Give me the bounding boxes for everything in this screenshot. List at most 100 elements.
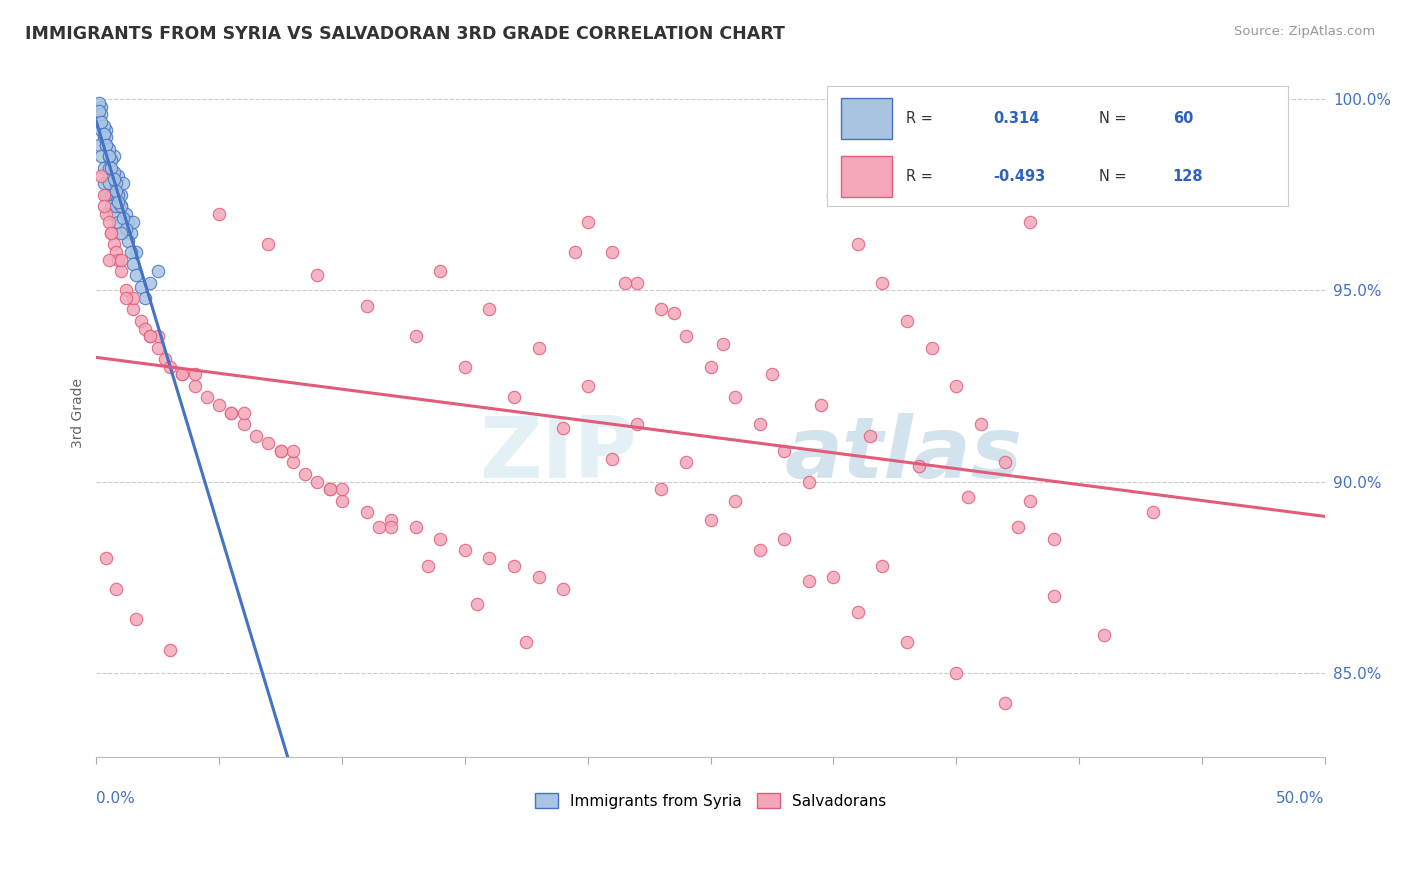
Point (146, 329, 169, 343)
Point (823, 570, 845, 584)
Point (103, 165, 125, 179)
Point (107, 195, 129, 210)
Point (675, 455, 697, 469)
Point (711, 337, 734, 351)
Point (553, 582, 575, 596)
Point (139, 329, 162, 343)
Point (662, 306, 685, 320)
Point (107, 169, 129, 183)
Point (356, 299, 378, 313)
Point (454, 359, 477, 374)
Point (96, 138, 118, 153)
Point (120, 226, 142, 240)
Point (129, 314, 152, 328)
Point (1007, 520, 1029, 534)
Point (96, 187, 118, 202)
Point (122, 291, 145, 305)
Point (232, 417, 254, 432)
Point (1018, 493, 1040, 508)
Point (110, 252, 132, 267)
Point (270, 444, 292, 458)
Point (232, 406, 254, 420)
Point (97, 214, 120, 228)
Point (600, 451, 623, 466)
Point (105, 176, 128, 190)
Point (503, 391, 526, 405)
Point (93, 176, 115, 190)
Point (110, 226, 132, 240)
Point (994, 697, 1017, 711)
Point (195, 391, 218, 405)
Point (319, 482, 342, 496)
Point (945, 665, 967, 680)
Point (114, 222, 136, 236)
Point (724, 391, 747, 405)
Point (107, 187, 129, 202)
Point (576, 379, 599, 393)
Point (221, 406, 243, 420)
Point (100, 161, 122, 175)
Point (134, 291, 156, 305)
Point (93, 130, 115, 145)
Point (970, 417, 993, 432)
Point (773, 532, 796, 546)
Point (380, 513, 402, 527)
Point (122, 302, 145, 317)
Point (773, 444, 796, 458)
Point (576, 214, 599, 228)
Point (478, 551, 501, 566)
Point (172, 368, 194, 382)
Text: 50.0%: 50.0% (1277, 791, 1324, 806)
Point (105, 245, 128, 260)
Point (503, 558, 526, 573)
Point (103, 237, 125, 252)
Text: atlas: atlas (785, 412, 1022, 496)
Point (478, 302, 501, 317)
Point (159, 643, 181, 657)
Point (281, 444, 304, 458)
Point (96, 551, 118, 566)
Point (970, 176, 993, 190)
Point (93, 127, 115, 141)
Point (97, 149, 120, 163)
Point (97, 142, 120, 156)
Point (367, 520, 389, 534)
Point (307, 475, 329, 489)
Point (90, 122, 112, 136)
Point (107, 214, 129, 228)
Point (281, 455, 304, 469)
Point (93, 199, 115, 213)
Y-axis label: 3rd Grade: 3rd Grade (72, 377, 86, 448)
Point (1043, 532, 1066, 546)
Point (103, 149, 125, 163)
Point (103, 172, 125, 186)
Point (100, 153, 122, 168)
Point (859, 428, 882, 442)
Legend: Immigrants from Syria, Salvadorans: Immigrants from Syria, Salvadorans (529, 787, 893, 814)
Point (105, 199, 128, 213)
Point (553, 421, 575, 435)
Point (90, 107, 112, 121)
Point (97, 252, 120, 267)
Point (748, 543, 770, 558)
Point (330, 493, 353, 508)
Point (90, 100, 112, 114)
Point (1142, 505, 1164, 519)
Point (650, 482, 672, 496)
Point (872, 558, 894, 573)
Point (319, 482, 342, 496)
Point (110, 199, 132, 213)
Point (124, 268, 146, 282)
Point (183, 368, 205, 382)
Point (114, 207, 136, 221)
Point (626, 417, 648, 432)
Point (114, 284, 136, 298)
Point (87, 103, 110, 118)
Point (146, 341, 169, 355)
Point (1018, 214, 1040, 228)
Point (93, 187, 115, 202)
Point (97, 149, 120, 163)
Point (699, 513, 721, 527)
Point (515, 635, 537, 649)
Point (129, 279, 152, 293)
